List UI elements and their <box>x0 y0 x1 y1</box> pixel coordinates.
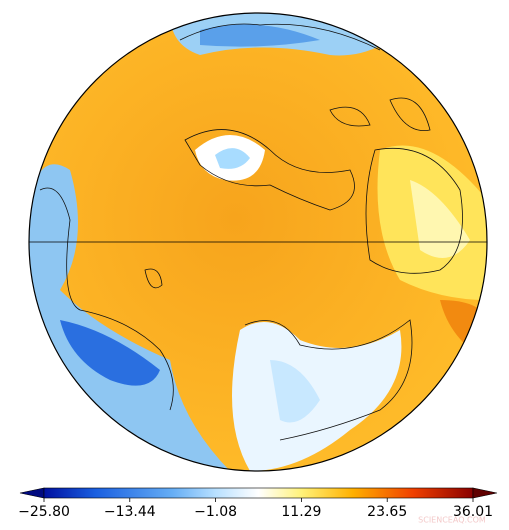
colorbar-tick-label: 23.65 <box>367 504 407 520</box>
colorbar-tick-label: −1.08 <box>194 504 237 520</box>
colorbar-tick-label: −25.80 <box>18 504 70 520</box>
watermark: SCIENCEAQ.COM <box>418 516 486 525</box>
colorbar-tick-label: 11.29 <box>281 504 321 520</box>
colorbar <box>19 487 498 499</box>
colorbar-tick-label: −13.44 <box>104 504 156 520</box>
colorbar-tick-label: 36.01 <box>453 504 493 520</box>
